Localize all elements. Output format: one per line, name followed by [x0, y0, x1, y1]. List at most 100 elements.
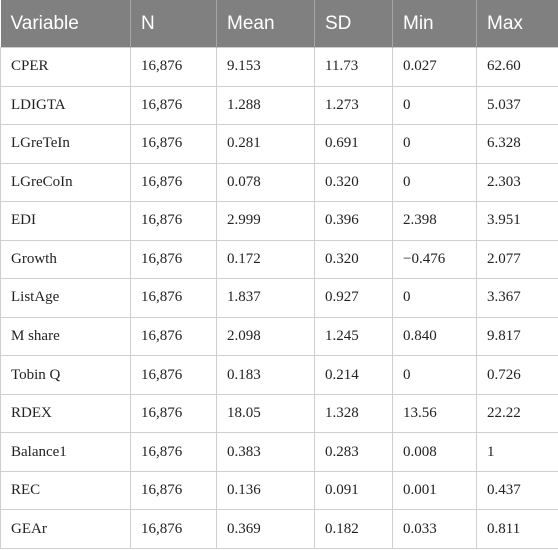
table-cell: 0.927 [314, 278, 393, 318]
table-cell: 0.172 [216, 239, 315, 280]
table-cell: Growth [0, 239, 131, 280]
table-row: EDI 16,876 2.999 0.396 2.398 3.951 [0, 201, 558, 241]
table-cell: 0.214 [314, 355, 393, 395]
header-row: Variable N Mean SD Min Max [0, 0, 558, 48]
table-cell: 9.817 [476, 316, 558, 357]
table-cell: 16,876 [130, 470, 217, 511]
table-cell: 16,876 [130, 393, 217, 434]
table-cell: GEAr [0, 509, 131, 549]
table-cell: LDIGTA [0, 85, 131, 126]
table-cell: Tobin Q [0, 355, 131, 395]
table-cell: 0.383 [216, 432, 315, 472]
table-row: M share 16,876 2.098 1.245 0.840 9.817 [0, 316, 558, 357]
table-cell: 0.027 [392, 47, 477, 87]
table-cell: 0 [392, 278, 477, 318]
table-row: Growth 16,876 0.172 0.320 −0.476 2.077 [0, 239, 558, 280]
table-cell: 18.05 [216, 393, 315, 434]
table-cell: 2.303 [476, 162, 558, 203]
table-cell: 0.691 [314, 124, 393, 164]
table-cell: 0.369 [216, 509, 315, 549]
table-cell: 22.22 [476, 393, 558, 434]
header-cell: N [130, 0, 217, 48]
table-cell: 0.320 [314, 239, 393, 280]
table-cell: 1.328 [314, 393, 393, 434]
table-cell: LGreCoIn [0, 162, 131, 203]
table-cell: 0.182 [314, 509, 393, 549]
table-cell: 2.077 [476, 239, 558, 280]
table-cell: 3.367 [476, 278, 558, 318]
table-cell: 13.56 [392, 393, 477, 434]
table-cell: 1 [476, 432, 558, 472]
table-cell: LGreTeIn [0, 124, 131, 164]
table-cell: 0.091 [314, 470, 393, 511]
table-cell: 0.078 [216, 162, 315, 203]
table-cell: 16,876 [130, 432, 217, 472]
table-row: LDIGTA 16,876 1.288 1.273 0 5.037 [0, 85, 558, 126]
table-row: LGreTeIn 16,876 0.281 0.691 0 6.328 [0, 124, 558, 164]
header-cell: SD [314, 0, 393, 48]
table-cell: 0.320 [314, 162, 393, 203]
table-cell: EDI [0, 201, 131, 241]
table-cell: 5.037 [476, 85, 558, 126]
table-cell: 0.437 [476, 470, 558, 511]
table-cell: 0 [392, 355, 477, 395]
table-cell: 9.153 [216, 47, 315, 87]
table-cell: 0.281 [216, 124, 315, 164]
table-cell: 16,876 [130, 162, 217, 203]
table-cell: 11.73 [314, 47, 393, 87]
table-row: RDEX 16,876 18.05 1.328 13.56 22.22 [0, 393, 558, 434]
table-cell: 0.811 [476, 509, 558, 549]
table-cell: 6.328 [476, 124, 558, 164]
table-cell: 0.136 [216, 470, 315, 511]
table-cell: 3.951 [476, 201, 558, 241]
table-cell: 0 [392, 162, 477, 203]
table-cell: 0.001 [392, 470, 477, 511]
table-cell: 0.008 [392, 432, 477, 472]
table-cell: 0.283 [314, 432, 393, 472]
table-cell: 0 [392, 124, 477, 164]
header-cell: Min [392, 0, 477, 48]
table-cell: RDEX [0, 393, 131, 434]
table-row: ListAge 16,876 1.837 0.927 0 3.367 [0, 278, 558, 318]
table-cell: CPER [0, 47, 131, 87]
table-cell: 1.837 [216, 278, 315, 318]
table-cell: 0.396 [314, 201, 393, 241]
table-cell: 16,876 [130, 316, 217, 357]
table-cell: M share [0, 316, 131, 357]
table-cell: 16,876 [130, 355, 217, 395]
table-cell: 2.999 [216, 201, 315, 241]
table-row: REC 16,876 0.136 0.091 0.001 0.437 [0, 470, 558, 511]
table-row: LGreCoIn 16,876 0.078 0.320 0 2.303 [0, 162, 558, 203]
table-row: Tobin Q 16,876 0.183 0.214 0 0.726 [0, 355, 558, 395]
table-cell: −0.476 [392, 239, 477, 280]
table-cell: Balance1 [0, 432, 131, 472]
table-cell: 1.273 [314, 85, 393, 126]
table-row: GEAr 16,876 0.369 0.182 0.033 0.811 [0, 509, 558, 549]
table-body: CPER 16,876 9.153 11.73 0.027 62.60 LDIGTA 16,8… [0, 47, 558, 549]
table-cell: 16,876 [130, 509, 217, 549]
table-cell: 16,876 [130, 201, 217, 241]
header-cell: Max [476, 0, 558, 48]
table-cell: 16,876 [130, 85, 217, 126]
table-cell: ListAge [0, 278, 131, 318]
table-row: CPER 16,876 9.153 11.73 0.027 62.60 [0, 47, 558, 87]
table-cell: 0.840 [392, 316, 477, 357]
table-cell: 0.183 [216, 355, 315, 395]
table-cell: 16,876 [130, 239, 217, 280]
table-cell: 2.098 [216, 316, 315, 357]
header-cell: Variable [0, 0, 131, 48]
header-cell: Mean [216, 0, 315, 48]
table-cell: 2.398 [392, 201, 477, 241]
table-row: Balance1 16,876 0.383 0.283 0.008 1 [0, 432, 558, 472]
table-cell: 1.245 [314, 316, 393, 357]
table-cell: REC [0, 470, 131, 511]
table-cell: 16,876 [130, 278, 217, 318]
table-cell: 1.288 [216, 85, 315, 126]
table-cell: 62.60 [476, 47, 558, 87]
table-cell: 16,876 [130, 124, 217, 164]
table-cell: 0.033 [392, 509, 477, 549]
table-cell: 0.726 [476, 355, 558, 395]
table-cell: 16,876 [130, 47, 217, 87]
